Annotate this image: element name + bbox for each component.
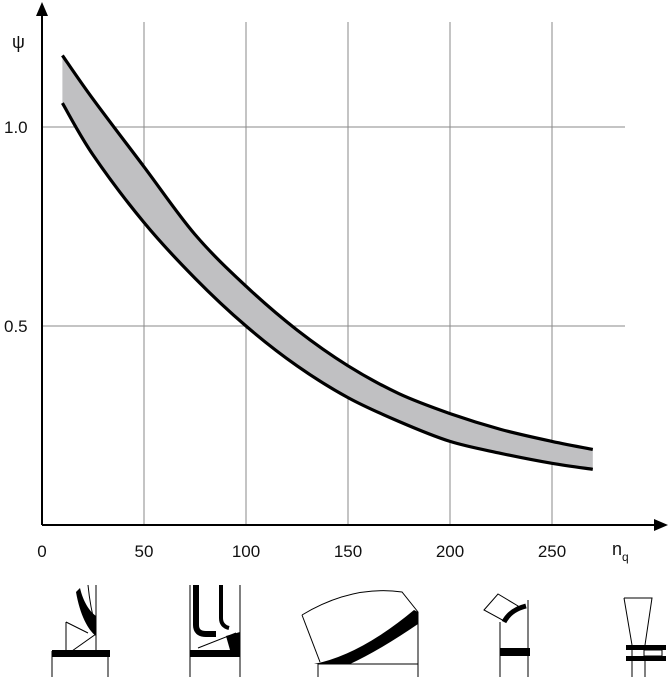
x-tick-labels: 0 50 100 150 200 250: [37, 542, 566, 561]
x-axis-arrow-icon: [654, 519, 668, 531]
semi-axial-impeller-icon: [483, 593, 530, 677]
x-tick-label: 150: [334, 542, 362, 561]
radial-impeller-medium-nq-icon: [189, 585, 241, 677]
radial-impeller-low-nq-icon: [51, 584, 110, 677]
axial-propeller-icon: [623, 597, 666, 677]
y-axis-arrow-icon: [36, 2, 48, 16]
y-tick-label: 1.0: [4, 118, 28, 137]
head-coefficient-band: [62, 55, 593, 470]
x-axis-label: nq: [612, 539, 629, 564]
lower-boundary-line: [61, 102, 594, 471]
x-tick-label: 100: [232, 542, 260, 561]
mixed-flow-impeller-icon: [301, 590, 419, 677]
y-tick-label: 0.5: [4, 317, 28, 336]
x-tick-label: 200: [436, 542, 464, 561]
x-tick-label: 0: [37, 542, 46, 561]
y-tick-labels: 0.5 1.0: [4, 118, 28, 336]
y-axis-label: ψ: [12, 32, 25, 52]
x-tick-label: 250: [538, 542, 566, 561]
impeller-sketches: [51, 584, 666, 677]
upper-boundary-line: [61, 54, 594, 451]
x-tick-label: 50: [135, 542, 154, 561]
